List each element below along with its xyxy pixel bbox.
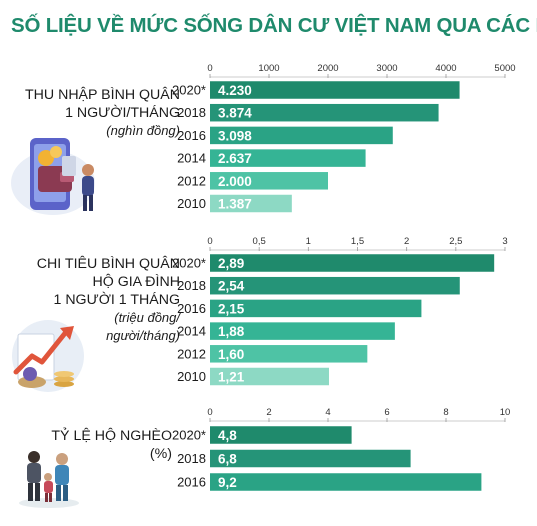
spending-tick-label: 1,5	[351, 236, 364, 247]
income-category-label: 2014	[177, 151, 206, 166]
spending-category-label: 2010	[177, 369, 206, 384]
income-tick-label: 0	[207, 63, 212, 74]
spending-tick-label: 0,5	[253, 236, 266, 247]
poverty-tick-label: 4	[325, 407, 330, 418]
spending-value-label: 1,21	[218, 370, 245, 385]
spending-bar	[210, 322, 395, 340]
poverty-tick-label: 10	[500, 407, 511, 418]
income-category-label: 2016	[177, 128, 206, 143]
spending-tick-label: 3	[502, 236, 507, 247]
income-value-label: 2.000	[218, 174, 252, 189]
spending-value-label: 1,88	[218, 324, 245, 339]
phone-wallet-illustration	[11, 138, 95, 215]
poverty-unit-label: (%)	[149, 446, 172, 462]
poverty-category-label: 2020*	[172, 428, 206, 443]
spending-section-label: CHI TIÊU BÌNH QUÂN HỘ GIA ĐÌNH 1 NGƯỜI 1…	[8, 255, 180, 345]
income-category-label: 2012	[177, 173, 206, 188]
spending-value-label: 2,89	[218, 256, 244, 271]
income-section-label: THU NHẬP BÌNH QUÂN 1 NGƯỜI/THÁNG (nghìn …	[8, 86, 180, 140]
spending-chart: 0 0,5 1 1,5 2 2,5 3 2020* 2,89 2018 2,54 2016 2,15 20…	[172, 236, 508, 386]
income-value-label: 1.387	[218, 197, 252, 212]
income-tick-label: 3000	[376, 63, 397, 74]
spending-value-label: 2,15	[218, 301, 245, 316]
spending-bar	[210, 254, 495, 272]
spending-category-label: 2020*	[172, 256, 206, 271]
spending-bar	[210, 276, 460, 295]
income-value-label: 4.230	[218, 83, 252, 98]
spending-unit-label-2: người/tháng)	[106, 328, 180, 343]
spending-tick-label: 2	[404, 236, 409, 247]
income-label-line-1: THU NHẬP BÌNH QUÂN	[24, 87, 180, 103]
poverty-section-label: TỶ LỆ HỘ NGHÈO (%)	[8, 427, 172, 463]
poverty-bar	[210, 449, 411, 468]
poverty-chart: 0 2 4 6 8 10 2020* 4,8 2018 6,8 2016 9,2	[172, 407, 510, 491]
spending-value-label: 2,54	[218, 279, 245, 294]
spending-bar	[210, 345, 368, 363]
spending-bar	[210, 299, 422, 318]
spending-category-label: 2016	[177, 301, 206, 316]
spending-category-label: 2012	[177, 346, 206, 361]
income-category-label: 2018	[177, 105, 206, 120]
spending-category-label: 2014	[177, 324, 206, 339]
family-illustration	[19, 451, 79, 508]
spending-value-label: 1,60	[218, 347, 244, 362]
growth-chart-illustration	[12, 320, 84, 392]
spending-category-label: 2018	[177, 278, 206, 293]
income-value-label: 3.098	[218, 128, 252, 143]
income-bar	[210, 103, 439, 122]
poverty-value-label: 6,8	[218, 452, 237, 467]
income-chart: 0 1000 2000 3000 4000 5000 2020* 4.230 2018 3.874…	[172, 63, 516, 213]
poverty-category-label: 2016	[177, 475, 206, 490]
poverty-value-label: 4,8	[218, 428, 237, 443]
income-label-line-2: 1 NGƯỜI/THÁNG	[65, 105, 180, 121]
income-bar	[210, 81, 460, 99]
poverty-label-line-1: TỶ LỆ HỘ NGHÈO	[51, 428, 172, 444]
income-tick-label: 4000	[435, 63, 456, 74]
spending-tick-label: 2,5	[449, 236, 462, 247]
poverty-bar	[210, 473, 482, 491]
poverty-tick-label: 8	[443, 407, 448, 418]
poverty-bar	[210, 426, 352, 444]
spending-bar	[210, 367, 329, 386]
income-value-label: 2.637	[218, 151, 252, 166]
spending-label-line-3: 1 NGƯỜI 1 THÁNG	[53, 292, 180, 308]
spending-label-line-1: CHI TIÊU BÌNH QUÂN	[36, 256, 180, 272]
income-unit-label: (nghìn đồng)	[106, 123, 180, 138]
spending-tick-label: 1	[306, 236, 311, 247]
poverty-tick-label: 6	[384, 407, 389, 418]
income-tick-label: 1000	[258, 63, 279, 74]
income-tick-label: 5000	[494, 63, 515, 74]
income-category-label: 2010	[177, 196, 206, 211]
poverty-value-label: 9,2	[218, 475, 237, 490]
income-bar	[210, 172, 328, 190]
poverty-category-label: 2018	[177, 451, 206, 466]
income-tick-label: 2000	[317, 63, 338, 74]
spending-unit-label-1: (triệu đồng/	[114, 310, 180, 325]
poverty-tick-label: 0	[207, 407, 212, 418]
income-bar	[210, 126, 393, 145]
income-bar	[210, 149, 366, 167]
spending-label-line-2: HỘ GIA ĐÌNH	[92, 274, 180, 290]
income-value-label: 3.874	[218, 106, 252, 121]
page-title: SỐ LIỆU VỀ MỨC SỐNG DÂN CƯ VIỆT NAM QUA …	[11, 14, 537, 37]
spending-tick-label: 0	[207, 236, 212, 247]
income-category-label: 2020*	[172, 83, 206, 98]
poverty-tick-label: 2	[266, 407, 271, 418]
income-bar	[210, 194, 292, 213]
